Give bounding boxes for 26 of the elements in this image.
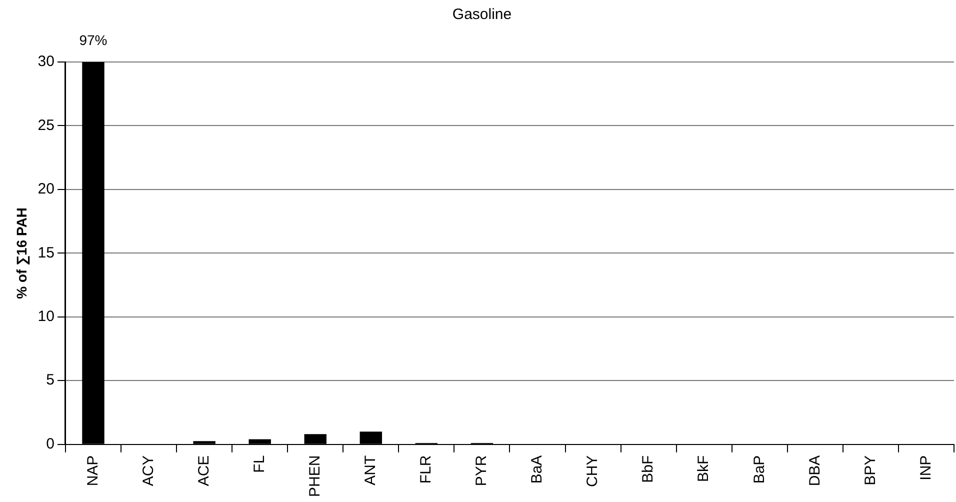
x-tick-label: ACY	[140, 455, 157, 486]
x-tick-label: ANT	[362, 455, 380, 486]
x-tick-label: ACE	[195, 455, 212, 486]
x-tick-label: BaP	[750, 455, 768, 484]
y-tick-label: 0	[46, 435, 54, 452]
x-tick-label: DBA	[806, 455, 824, 486]
x-tick-label: NAP	[84, 455, 102, 486]
x-tick-label: FL	[250, 455, 268, 473]
y-axis-title: % of ∑16 PAH	[13, 207, 30, 299]
x-tick-label: BbF	[640, 455, 657, 483]
x-tick-label: INP	[917, 455, 934, 480]
chart-title: Gasoline	[452, 6, 512, 24]
annotation: 97%	[79, 32, 108, 48]
x-tick-label: CHY	[584, 455, 602, 487]
x-tick-label: BaA	[528, 455, 546, 484]
y-tick-label: 25	[38, 116, 54, 134]
x-tick-label: PYR	[473, 455, 490, 486]
x-tick-label: BPY	[862, 455, 879, 486]
x-tick-label: PHEN	[306, 455, 324, 498]
y-tick-label: 15	[38, 244, 54, 262]
x-tick-label: BkF	[695, 455, 712, 482]
y-tick-label: 30	[38, 53, 54, 70]
y-tick-label: 20	[38, 180, 54, 198]
y-tick-label: 5	[46, 372, 54, 389]
y-tick-label: 10	[38, 308, 54, 326]
x-tick-label: FLR	[418, 455, 435, 484]
